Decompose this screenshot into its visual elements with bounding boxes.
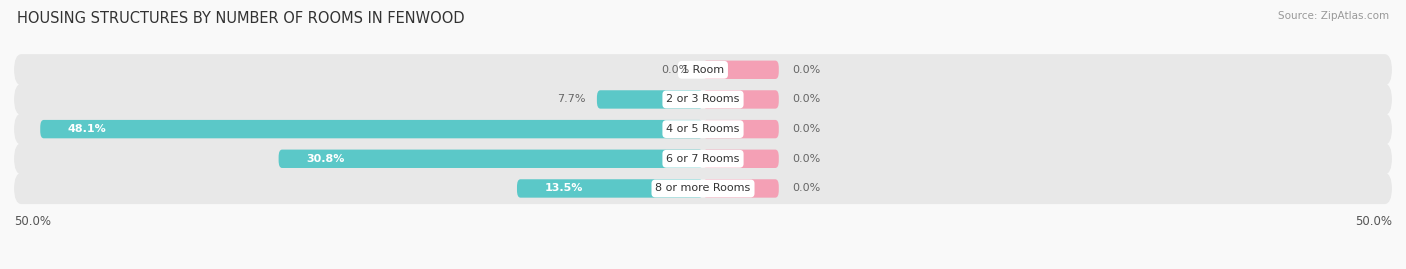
FancyBboxPatch shape: [703, 61, 779, 79]
Text: 0.0%: 0.0%: [793, 154, 821, 164]
Text: 30.8%: 30.8%: [307, 154, 344, 164]
FancyBboxPatch shape: [703, 120, 779, 138]
Text: HOUSING STRUCTURES BY NUMBER OF ROOMS IN FENWOOD: HOUSING STRUCTURES BY NUMBER OF ROOMS IN…: [17, 11, 464, 26]
Text: 50.0%: 50.0%: [1355, 215, 1392, 228]
Text: Source: ZipAtlas.com: Source: ZipAtlas.com: [1278, 11, 1389, 21]
Text: 0.0%: 0.0%: [661, 65, 689, 75]
Text: 48.1%: 48.1%: [67, 124, 107, 134]
FancyBboxPatch shape: [703, 150, 779, 168]
Text: 0.0%: 0.0%: [793, 65, 821, 75]
Text: 13.5%: 13.5%: [544, 183, 583, 193]
Text: 6 or 7 Rooms: 6 or 7 Rooms: [666, 154, 740, 164]
Text: 4 or 5 Rooms: 4 or 5 Rooms: [666, 124, 740, 134]
FancyBboxPatch shape: [41, 120, 703, 138]
FancyBboxPatch shape: [14, 143, 1392, 174]
FancyBboxPatch shape: [598, 90, 703, 109]
FancyBboxPatch shape: [14, 114, 1392, 145]
Text: 50.0%: 50.0%: [14, 215, 51, 228]
Text: 7.7%: 7.7%: [557, 94, 586, 104]
Text: 8 or more Rooms: 8 or more Rooms: [655, 183, 751, 193]
FancyBboxPatch shape: [278, 150, 703, 168]
FancyBboxPatch shape: [14, 173, 1392, 204]
Text: 0.0%: 0.0%: [793, 124, 821, 134]
FancyBboxPatch shape: [517, 179, 703, 198]
FancyBboxPatch shape: [703, 179, 779, 198]
FancyBboxPatch shape: [14, 54, 1392, 86]
FancyBboxPatch shape: [703, 90, 779, 109]
Text: 1 Room: 1 Room: [682, 65, 724, 75]
Text: 0.0%: 0.0%: [793, 183, 821, 193]
Text: 2 or 3 Rooms: 2 or 3 Rooms: [666, 94, 740, 104]
Text: 0.0%: 0.0%: [793, 94, 821, 104]
FancyBboxPatch shape: [14, 84, 1392, 115]
